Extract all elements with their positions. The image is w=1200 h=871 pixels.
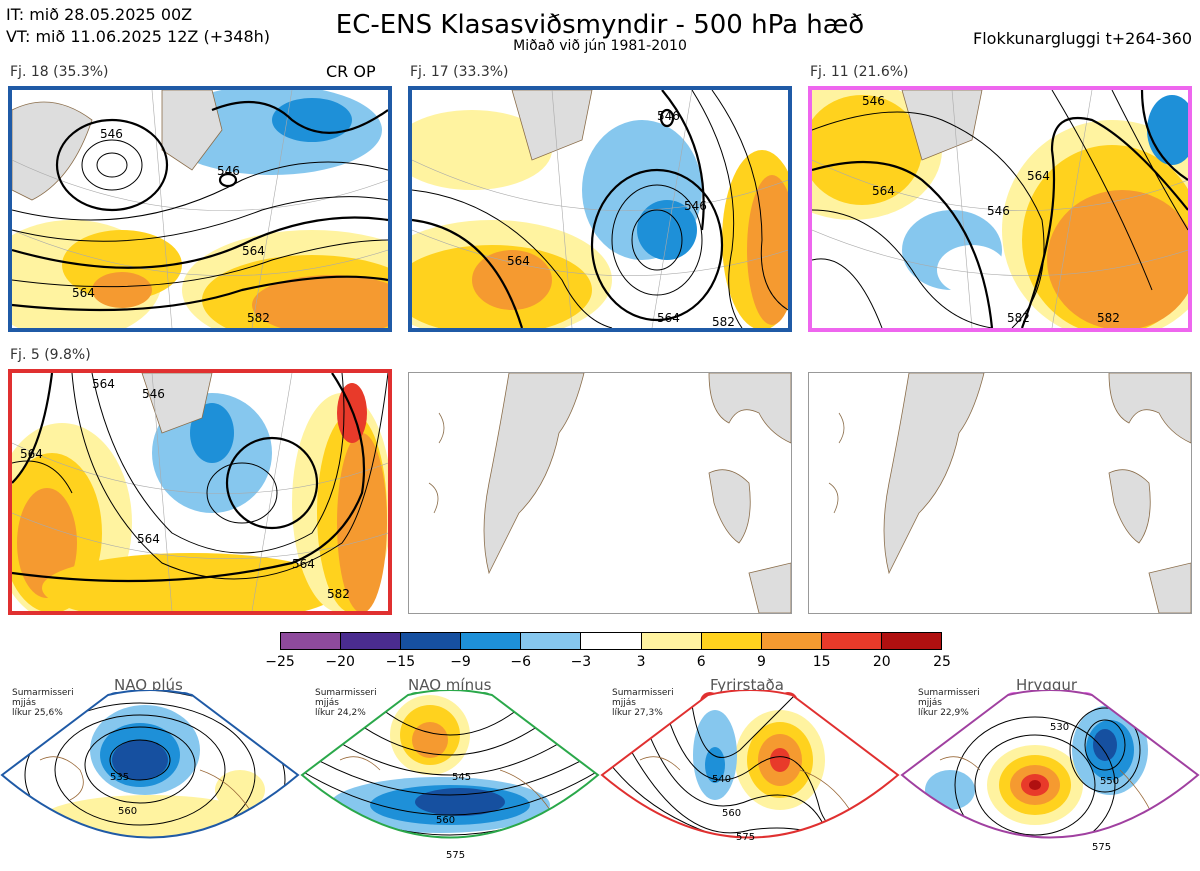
cluster-3-label: Fj. 11 (21.6%)	[810, 64, 909, 80]
cluster-1-map[interactable]: 546 546 564 564 582	[8, 86, 392, 332]
regime-2-title: NAO mínus	[408, 676, 492, 694]
colorbar-segment	[761, 633, 822, 649]
contour-label: 560	[436, 815, 455, 826]
contour-label: 540	[712, 774, 731, 785]
regime-3-title: Fyrirstaða	[710, 676, 784, 694]
contour-label: 582	[1097, 311, 1120, 325]
contour-label: 575	[736, 832, 755, 843]
contour-label: 560	[118, 806, 137, 817]
colorbar-tick-label: 6	[696, 654, 706, 670]
contour-label: 546	[862, 94, 885, 108]
initial-time: IT: mið 28.05.2025 00Z	[6, 5, 193, 24]
contour-label: 582	[327, 587, 350, 601]
cluster-3-map[interactable]: 546 546 564 564 582 582	[808, 86, 1192, 332]
regime-2-map[interactable]: 545 560 575	[300, 690, 600, 870]
valid-time: VT: mið 11.06.2025 12Z (+348h)	[6, 27, 271, 46]
colorbar-segment	[641, 633, 702, 649]
empty-map-2	[808, 372, 1192, 614]
colorbar-segment	[461, 633, 522, 649]
colorbar-tick-label: −3	[570, 654, 592, 670]
colorbar-segment	[341, 633, 402, 649]
colorbar-segment	[401, 633, 462, 649]
colorbar-tick-label: 25	[933, 654, 951, 670]
regime-2-note: Sumarmisseri mjjás líkur 24,2%	[315, 688, 377, 718]
contour-label: 564	[1027, 169, 1050, 183]
contour-label: 564	[292, 557, 315, 571]
colorbar-tick-label: −20	[325, 654, 355, 670]
contour-label: 582	[712, 315, 735, 328]
regime-1-map[interactable]: 535 560	[0, 690, 300, 870]
colorbar-segment	[821, 633, 882, 649]
empty-map-1	[408, 372, 792, 614]
contour-label: 564	[137, 532, 160, 546]
cluster-1-crop-label: CR OP	[326, 62, 376, 81]
colorbar-tick-label: −6	[510, 654, 532, 670]
contour-label: 575	[446, 850, 465, 861]
contour-label: 564	[872, 184, 895, 198]
cluster-2-label: Fj. 17 (33.3%)	[410, 64, 509, 80]
cluster-1-label: Fj. 18 (35.3%)	[10, 64, 109, 80]
contour-label: 560	[722, 808, 741, 819]
colorbar-tick-label: 9	[756, 654, 766, 670]
colorbar-segment	[581, 633, 642, 649]
colorbar-tick-label: 20	[872, 654, 891, 670]
classification-window: Flokkunargluggi t+264-360	[973, 29, 1192, 48]
cluster-4-map[interactable]: 546 564 564 564 564 582	[8, 369, 392, 615]
contour-label: 564	[72, 286, 95, 300]
contour-label: 564	[657, 311, 680, 325]
regime-4-note: Sumarmisseri mjjás líkur 22,9%	[918, 688, 980, 718]
colorbar-segment	[281, 633, 342, 649]
contour-label: 545	[452, 772, 471, 783]
colorbar-tick-label: −25	[265, 654, 295, 670]
regime-3-map[interactable]: 540 560 575	[600, 690, 900, 870]
contour-label: 530	[1050, 722, 1069, 733]
contour-label: 564	[507, 254, 530, 268]
colorbar-tick-label: 15	[812, 654, 831, 670]
page-title: EC-ENS Klasasviðsmyndir - 500 hPa hæð	[335, 10, 865, 40]
colorbar	[280, 632, 942, 650]
contour-label: 546	[684, 199, 707, 213]
colorbar-segment	[881, 633, 942, 649]
regime-1-note: Sumarmisseri mjjás líkur 25,6%	[12, 688, 74, 718]
regime-1-title: NAO plús	[114, 676, 183, 694]
colorbar-segment	[701, 633, 762, 649]
contour-label: 564	[242, 244, 265, 258]
contour-label: 564	[92, 377, 115, 391]
colorbar-tick-label: −9	[450, 654, 471, 670]
page-subtitle: Miðað við jún 1981-2010	[513, 38, 687, 54]
contour-label: 546	[217, 164, 240, 178]
colorbar-segment	[521, 633, 582, 649]
contour-label: 550	[1100, 776, 1119, 787]
cluster-4-label: Fj. 5 (9.8%)	[10, 347, 91, 363]
colorbar-tick-label: −15	[385, 654, 416, 670]
cluster-2-map[interactable]: 546 546 564 564 582	[408, 86, 792, 332]
contour-label: 564	[20, 447, 43, 461]
contour-label: 582	[1007, 311, 1030, 325]
contour-label: 546	[142, 387, 165, 401]
regime-3-note: Sumarmisseri mjjás líkur 27,3%	[612, 688, 674, 718]
contour-label: 535	[110, 772, 129, 783]
contour-label: 546	[987, 204, 1010, 218]
contour-label: 575	[1092, 842, 1111, 853]
regime-4-map[interactable]: 530 550 575	[900, 690, 1200, 870]
contour-label: 546	[657, 109, 680, 123]
contour-label: 582	[247, 311, 270, 325]
contour-label: 546	[100, 127, 123, 141]
colorbar-tick-label: 3	[636, 654, 646, 670]
